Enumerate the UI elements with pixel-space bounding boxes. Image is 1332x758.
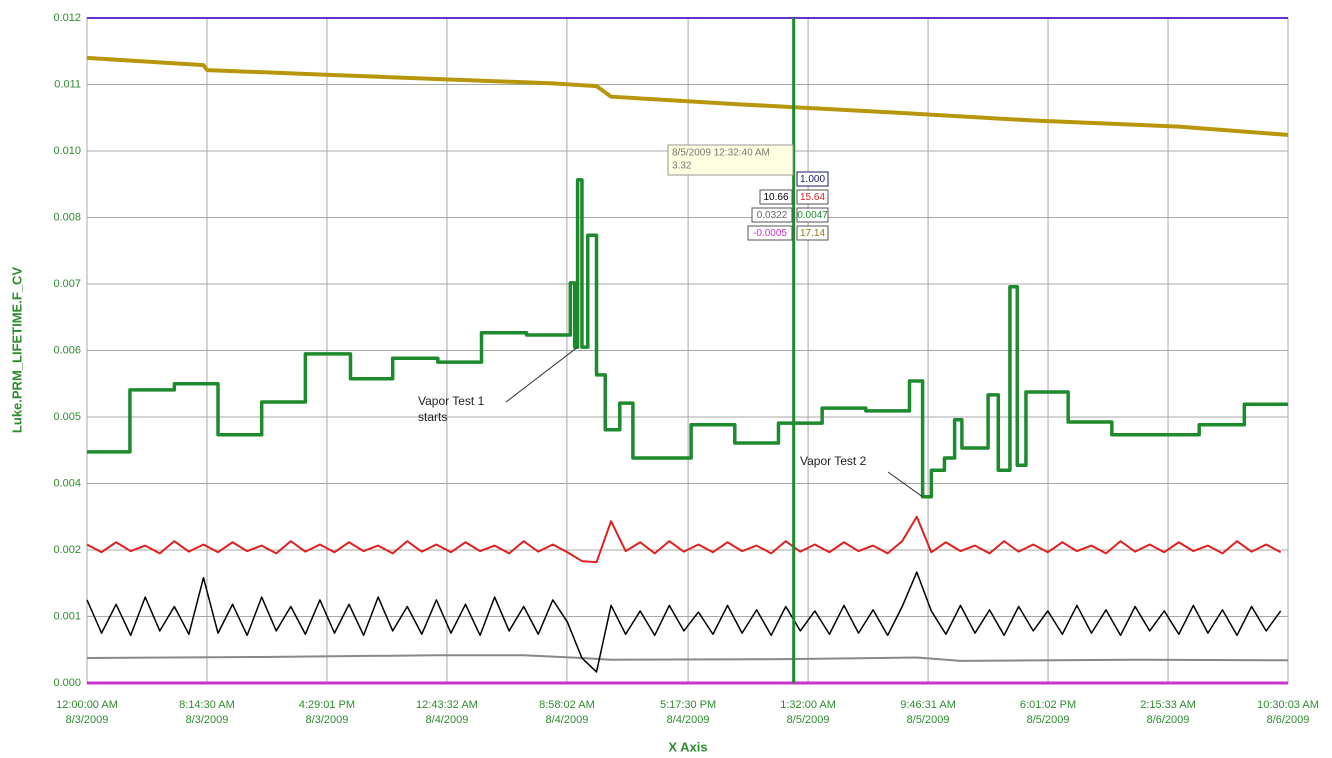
cursor-tooltip-text: 8/5/2009 12:32:40 AM [672,148,770,159]
x-tick-label: 8/3/2009 [66,714,109,726]
x-tick-label: 12:00:00 AM [56,699,118,711]
annotation-leader [505,346,578,403]
x-tick-label: 8/4/2009 [667,714,710,726]
x-tick-label: 1:32:00 AM [780,699,836,711]
x-tick-label: 8/6/2009 [1267,714,1310,726]
readout-value: 1.000 [800,174,825,185]
y-tick-label: 0.002 [53,544,81,556]
annotation-text: starts [418,410,447,424]
x-tick-label: 8:14:30 AM [179,699,235,711]
annotation-text: Vapor Test 2 [800,454,867,468]
readout-value: 15.64 [800,192,825,203]
readout-box [751,207,793,223]
x-tick-label: 5:17:30 PM [660,699,716,711]
readout-value: 0.0047 [797,210,828,221]
y-tick-label: 0.011 [54,78,81,90]
x-tick-label: 8/5/2009 [907,714,950,726]
readout-box [796,225,829,241]
series-line [86,55,1289,137]
series-line [86,515,1282,564]
y-tick-label: 0.001 [53,610,81,622]
x-tick-label: 10:30:03 AM [1257,699,1319,711]
readout-value: 17.14 [800,228,825,239]
series-line [86,654,1289,662]
x-tick-label: 4:29:01 PM [299,699,355,711]
y-axis-label: Luke.PRM_LIFETIME.F_CV [9,267,24,433]
series-line [87,178,1288,499]
x-tick-label: 8/4/2009 [546,714,589,726]
y-tick-label: 0.006 [53,344,81,356]
y-tick-label: 0.004 [53,477,81,489]
x-tick-label: 8/5/2009 [1027,714,1070,726]
x-tick-label: 8/4/2009 [426,714,469,726]
y-tick-label: 0.005 [53,411,81,423]
annotation-text: Vapor Test 1 [418,394,485,408]
x-tick-label: 9:46:31 AM [900,699,956,711]
readout-value: 0.0322 [757,210,788,221]
readout-box [747,225,793,241]
x-tick-label: 12:43:32 AM [416,699,478,711]
x-tick-label: 8/3/2009 [306,714,349,726]
y-tick-label: 0.012 [53,12,81,24]
x-tick-label: 8:58:02 AM [539,699,595,711]
y-tick-label: 0.010 [53,145,81,157]
x-tick-label: 6:01:02 PM [1020,699,1076,711]
readout-box [796,171,829,187]
x-tick-label: 8/3/2009 [186,714,229,726]
x-tick-label: 8/6/2009 [1147,714,1190,726]
y-tick-label: 0.000 [53,677,81,689]
readout-box [796,207,829,223]
x-axis-label: X Axis [668,739,707,754]
cursor-tooltip-text: 3.32 [672,161,692,172]
cursor-tooltip [667,144,794,176]
series-line [86,571,1282,673]
y-tick-label: 0.008 [53,211,81,223]
y-tick-label: 0.007 [53,278,81,290]
x-tick-label: 8/5/2009 [787,714,830,726]
x-tick-label: 2:15:33 AM [1140,699,1196,711]
readout-value: 10.66 [763,192,788,203]
readout-box [759,189,793,205]
annotation-leader [887,471,923,498]
readout-box [796,189,829,205]
readout-value: -0.0005 [753,228,787,239]
